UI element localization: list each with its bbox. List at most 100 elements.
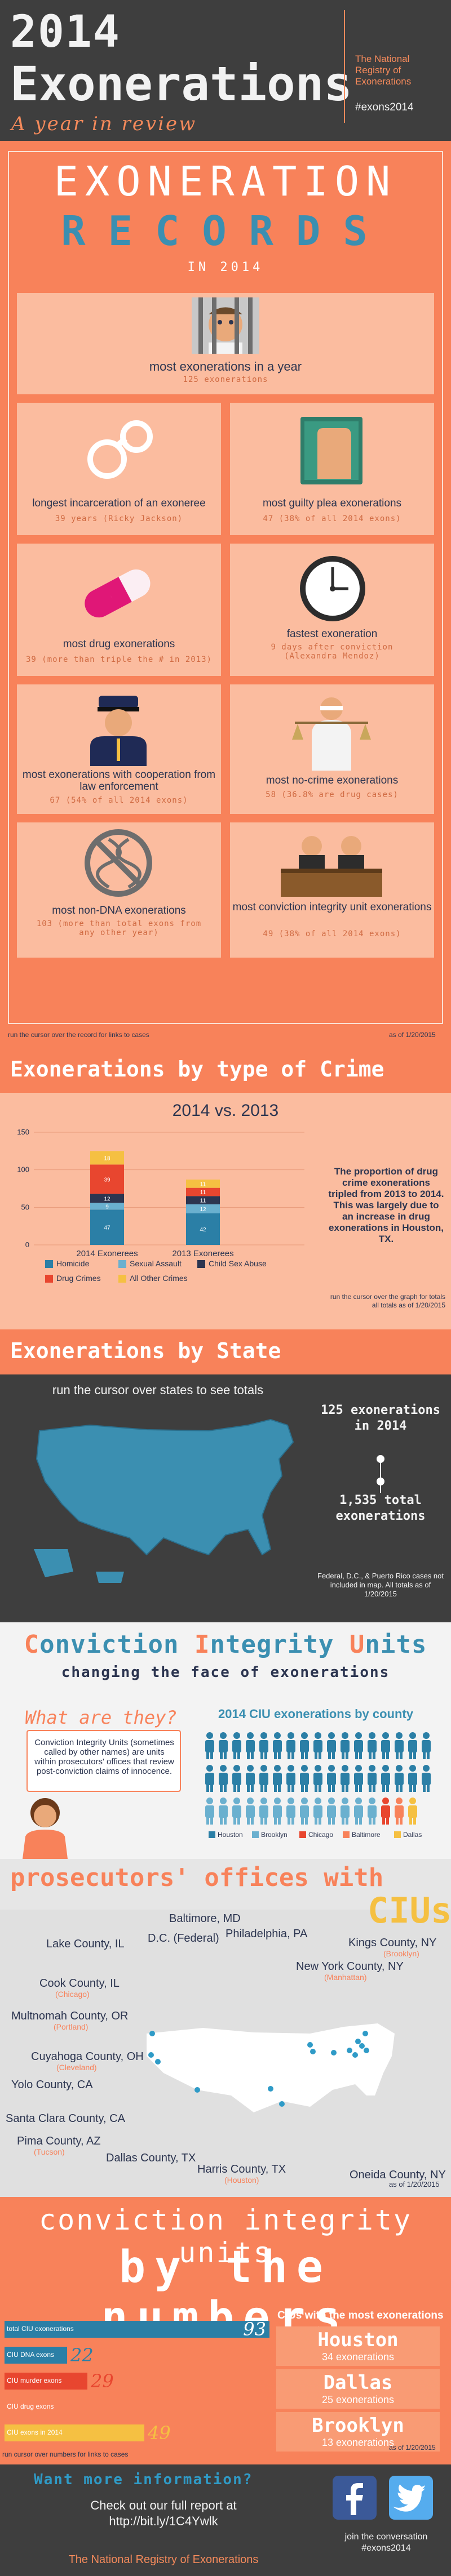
person-icon [381, 1765, 390, 1792]
data-label: 12 [104, 1196, 110, 1202]
top-ciu-count: 34 exonerations [321, 2351, 395, 2363]
record-title: most no-crime exonerations [266, 775, 399, 786]
crime-bar-chart[interactable]: 0 50 100 150 47 9 12 39 18 2014 Exonerees 42 12 11 11… [11, 1121, 316, 1313]
person-icon [246, 1765, 255, 1792]
bar-segment[interactable] [90, 1194, 124, 1203]
bar-segment[interactable] [186, 1204, 220, 1213]
person-icon [286, 1732, 295, 1759]
bar-value: 31 [96, 2396, 120, 2418]
record-card-guilty-plea[interactable]: most guilty plea exonerations 47 (38% of… [230, 403, 434, 535]
y-tick-label: 100 [17, 1165, 29, 1174]
legend-swatch [299, 1831, 306, 1838]
crime-section: Exonerations by type of Crime 2014 vs. 2… [0, 1048, 451, 1329]
person-icon [341, 1798, 350, 1825]
data-label: 11 [200, 1198, 206, 1204]
legend-label: Dallas [403, 1831, 422, 1839]
record-title: most conviction integrity unit exonerati… [232, 901, 432, 913]
person-icon [327, 1798, 336, 1825]
record-title: most exonerations in a year [149, 359, 302, 373]
bar-segment[interactable] [186, 1213, 220, 1245]
record-sub: 9 days after conviction (Alexandra Mendo… [271, 643, 393, 661]
clock-icon [300, 556, 365, 621]
record-card-longest-incarceration[interactable]: longest incarceration of an exoneree 39 … [17, 403, 221, 535]
top-ciu-card[interactable]: Houston 34 exonerations [276, 2326, 440, 2366]
record-card-law-enforcement[interactable]: most exonerations with cooperation from … [17, 684, 221, 814]
record-card-no-crime[interactable]: most no-crime exonerations 58 (36.8% are… [230, 684, 434, 814]
person-icon [368, 1798, 377, 1825]
twitter-icon[interactable] [389, 2476, 433, 2520]
legend-swatch [209, 1831, 215, 1838]
person-icon [313, 1732, 322, 1759]
data-label: 18 [104, 1155, 110, 1162]
ciu-pictograph[interactable]: Houston Brooklyn Chicago Baltimore Dallas [203, 1727, 440, 1848]
facebook-icon[interactable] [333, 2476, 377, 2520]
person-icon [395, 1732, 404, 1759]
number-bar[interactable]: CIU exons in 2014 49 [5, 2422, 171, 2444]
legend-label: Sexual Assault [130, 1259, 182, 1268]
us-map[interactable] [23, 1408, 304, 1594]
records-section: EXONERATION RECORDS IN 2014 most exonera… [0, 141, 451, 1048]
person-icon [313, 1765, 322, 1792]
record-title: most drug exonerations [63, 638, 175, 650]
number-bar[interactable]: CIU DNA exons 22 [5, 2344, 94, 2366]
bar-segment[interactable] [90, 1164, 124, 1194]
number-bar[interactable]: CIU drug exons 31 [5, 2396, 120, 2418]
top-ciu-card[interactable]: Brooklyn 13 exonerations [276, 2412, 440, 2452]
bar-segment[interactable] [90, 1151, 124, 1165]
bar-segment[interactable] [90, 1209, 124, 1245]
data-label: 12 [200, 1207, 206, 1213]
legend-swatch [197, 1260, 205, 1268]
city-label: Harris County, TX [197, 2163, 286, 2175]
city-sublabel: (Brooklyn) [383, 1949, 419, 1958]
person-icon [368, 1732, 377, 1759]
person-icon [246, 1798, 255, 1825]
city-label: Pima County, AZ [17, 2135, 101, 2147]
person-icon [327, 1732, 336, 1759]
prisoner-behind-bars-icon [192, 297, 259, 354]
bar-segment[interactable] [186, 1196, 220, 1204]
handcuffs-icon [87, 420, 153, 479]
legend-label: Drug Crimes [56, 1274, 101, 1283]
record-card-drug[interactable]: most drug exonerations 39 (more than tri… [17, 544, 221, 676]
prosecutors-desk-icon [281, 836, 382, 897]
footer-question: Want more information? [34, 2471, 253, 2488]
record-sub: 58 (36.8% are drug cases) [266, 790, 399, 799]
city-label: Cuyahoga County, OH [31, 2050, 144, 2063]
offices-map[interactable] [141, 2011, 412, 2124]
number-bar[interactable]: CIU murder exons 29 [5, 2370, 114, 2392]
bar-segment[interactable] [90, 1203, 124, 1210]
person-icon [273, 1765, 282, 1792]
record-card-ciu[interactable]: most conviction integrity unit exonerati… [230, 822, 434, 958]
join-label: join the conversation [344, 2532, 428, 2542]
record-title: longest incarceration of an exoneree [32, 497, 206, 509]
city-label: Oneida County, NY [350, 2169, 446, 2181]
bar-segment[interactable] [186, 1187, 220, 1196]
person-icon [381, 1798, 390, 1825]
person-icon [273, 1732, 282, 1759]
person-icon [205, 1765, 214, 1792]
bar-segment[interactable] [186, 1180, 220, 1188]
bar-label: CIU murder exons [7, 2377, 62, 2384]
city-sublabel: (Chicago) [55, 1990, 90, 1999]
city-label: Baltimore, MD [169, 1912, 241, 1925]
legend-swatch [45, 1260, 53, 1268]
report-link[interactable]: http://bit.ly/1C4Ywlk [109, 2514, 218, 2528]
bar-label: CIU exons in 2014 [7, 2428, 63, 2436]
pill-capsule-icon [85, 569, 151, 618]
top-ciu-name: Dallas [323, 2372, 393, 2394]
number-bar[interactable]: total CIU exonerations 93 [5, 2319, 269, 2340]
records-heading-1: EXONERATION [54, 158, 397, 205]
legend-swatch [252, 1831, 259, 1838]
crime-title: Exonerations by type of Crime [10, 1057, 384, 1082]
record-card-fastest[interactable]: fastest exoneration 9 days after convict… [230, 544, 434, 676]
person-icon [395, 1798, 404, 1825]
top-ciu-card[interactable]: Dallas 25 exonerations [276, 2369, 440, 2409]
record-sub: 49 (38% of all 2014 exons) [263, 929, 401, 938]
record-card-most-exonerations[interactable]: most exonerations in a year 125 exonerat… [17, 293, 434, 394]
person-icon [313, 1798, 322, 1825]
legend-swatch [45, 1275, 53, 1283]
record-card-non-dna[interactable]: most non-DNA exonerations 103 (more than… [17, 822, 221, 958]
person-icon [354, 1798, 363, 1825]
top-ciu-count: 25 exonerations [321, 2394, 395, 2405]
crime-side-note: The proportion of drug crime exoneration… [328, 1166, 444, 1244]
